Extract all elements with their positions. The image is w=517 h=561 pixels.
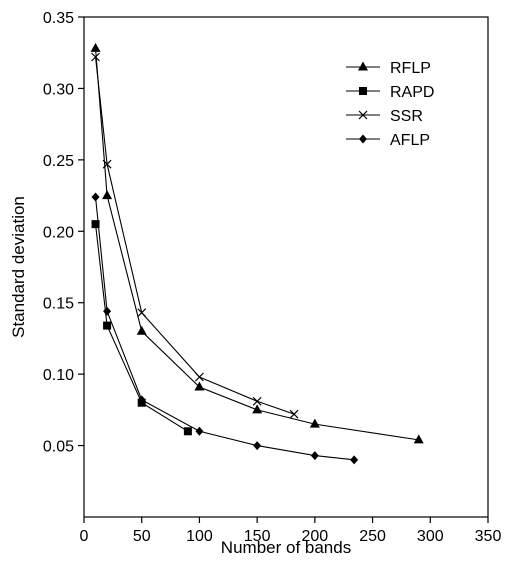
data-point-ssr (102, 159, 112, 169)
x-tick-label: 250 (359, 528, 386, 545)
series-aflp (91, 192, 359, 465)
legend-label-rapd: RAPD (390, 84, 434, 101)
y-tick-label: 0.25 (43, 153, 74, 170)
x-tick-label: 200 (302, 528, 329, 545)
series-layer (90, 42, 424, 465)
x-tick-label: 100 (186, 528, 213, 545)
y-tick-label: 0.30 (43, 81, 74, 98)
x-tick-label: 350 (475, 528, 502, 545)
x-tick-label: 300 (417, 528, 444, 545)
y-tick-label: 0.05 (43, 439, 74, 456)
data-point-rflp (90, 42, 101, 52)
legend-item-rapd: RAPD (346, 84, 434, 101)
legend-item-aflp: AFLP (346, 132, 430, 149)
legend-marker-aflp (359, 134, 367, 144)
x-tick-label: 150 (244, 528, 271, 545)
data-point-aflp (253, 441, 262, 451)
plot-frame (83, 16, 489, 518)
series-line-rflp (94, 48, 419, 441)
data-point-ssr (195, 372, 204, 382)
series-ssr (91, 52, 299, 419)
data-point-ssr (289, 409, 299, 419)
series-rflp (90, 42, 424, 444)
data-point-aflp (103, 306, 112, 316)
y-tick-label: 0.35 (43, 10, 74, 27)
data-point-rapd (183, 427, 192, 436)
data-point-ssr (137, 308, 147, 318)
data-point-rflp (413, 434, 424, 444)
y-axis-label: Standard deviation (9, 196, 28, 338)
data-point-rapd (91, 220, 100, 229)
legend-item-ssr: SSR (346, 108, 423, 125)
data-point-rapd (103, 321, 112, 330)
legend-marker-rapd (359, 87, 367, 95)
data-point-aflp (91, 192, 100, 202)
legend-item-rflp: RFLP (346, 60, 431, 77)
legend-label-aflp: AFLP (390, 132, 430, 149)
series-line-ssr (94, 56, 295, 415)
y-tick-label: 0.15 (43, 296, 74, 313)
legend-label-rflp: RFLP (390, 60, 431, 77)
data-point-rflp (102, 190, 113, 200)
x-axis-ticks: 0 50 100 150 200 250 300 350 (80, 517, 502, 545)
data-point-ssr (252, 396, 262, 406)
data-point-rflp (194, 381, 205, 391)
plot-border (83, 16, 489, 518)
y-tick-label: 0.10 (43, 367, 74, 384)
legend-label-ssr: SSR (390, 108, 423, 125)
data-point-ssr (91, 52, 100, 62)
legend-marker-rflp (358, 61, 368, 71)
legend: RFLP RAPD SSR AFLP (346, 60, 434, 149)
series-line-rapd (94, 224, 189, 432)
data-point-rflp (252, 404, 263, 414)
data-point-aflp (310, 451, 319, 461)
x-tick-label: 0 (80, 528, 89, 545)
data-point-rflp (309, 418, 320, 428)
legend-marker-ssr (358, 110, 368, 120)
data-point-aflp (350, 455, 359, 465)
data-point-aflp (195, 426, 204, 436)
y-axis-ticks: 0.05 0.10 0.15 0.20 0.25 0.30 0.35 (43, 10, 84, 456)
data-point-rflp (136, 325, 147, 335)
x-axis-label: Number of bands (221, 538, 351, 557)
x-tick-label: 50 (133, 528, 151, 545)
data-point-aflp (137, 395, 146, 405)
y-tick-label: 0.20 (43, 224, 74, 241)
